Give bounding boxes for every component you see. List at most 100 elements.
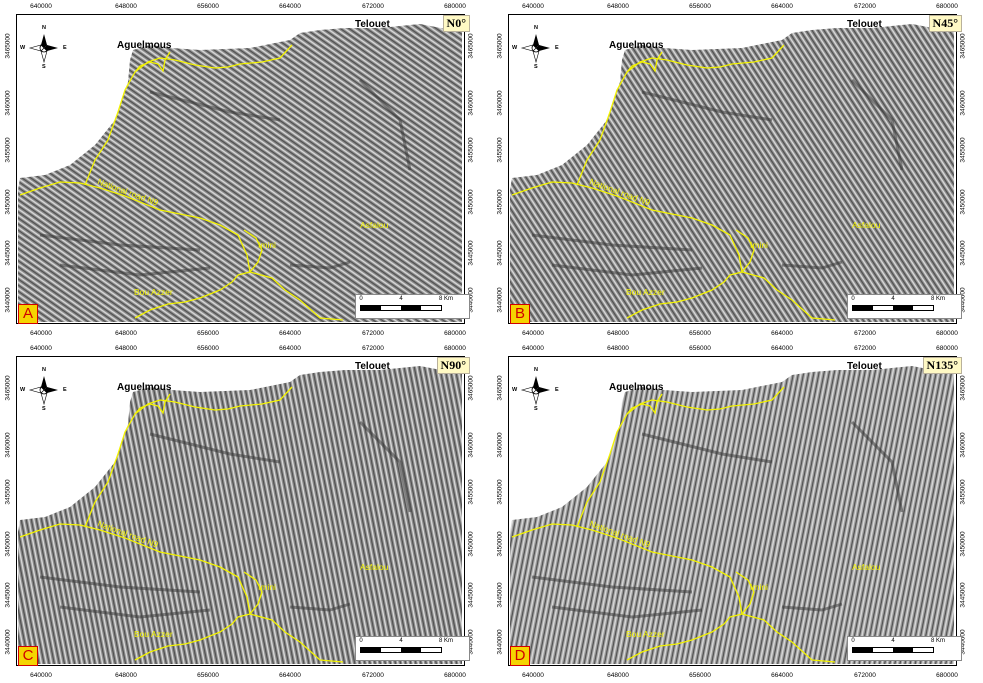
road-line [735, 571, 755, 615]
place-label-center-town: Imini [258, 582, 276, 592]
ridge-line [850, 78, 904, 171]
y-tick-label: 3460000 [4, 432, 12, 458]
illumination-angle-label: N90° [436, 357, 470, 374]
road-line [511, 181, 836, 321]
y-tick-label: 3450000 [4, 531, 12, 557]
x-tick-label: 672000 [854, 672, 876, 679]
road-line [626, 393, 663, 415]
scale-tick-label: 8 Km [438, 638, 454, 644]
panel-c: 640000 640000 648000 648000 656000 656000 6640… [0, 342, 491, 683]
ridge-line [781, 260, 843, 270]
road-line [243, 571, 263, 615]
y-tick-label: 3440000 [496, 629, 504, 655]
scale-tick-label: 4 [891, 638, 895, 644]
road-line [626, 271, 743, 319]
relief-map [16, 356, 465, 666]
relief-map [508, 356, 957, 666]
scale-bar-graphic [852, 305, 934, 311]
x-tick-label: 672000 [362, 3, 384, 10]
y-tick-label: 3460000 [959, 90, 967, 116]
y-tick-label: 3440000 [496, 287, 504, 313]
place-label-east-area: Asfalou [852, 220, 881, 230]
y-tick-label: 3455000 [496, 137, 504, 163]
relief-surface [18, 24, 462, 322]
x-tick-label: 656000 [197, 345, 219, 352]
scale-bar: 0 4 8 Km [355, 294, 470, 319]
y-tick-label: 3450000 [496, 531, 504, 557]
scale-tick-label: 8 Km [438, 296, 454, 302]
x-tick-label: 648000 [607, 345, 629, 352]
x-tick-label: 664000 [279, 672, 301, 679]
ridge-line [551, 263, 703, 277]
x-tick-label: 648000 [607, 3, 629, 10]
x-tick-label: 648000 [607, 330, 629, 337]
y-tick-label: 3445000 [467, 582, 475, 608]
compass-w-label: W [20, 387, 26, 393]
x-tick-label: 640000 [30, 672, 52, 679]
x-tick-label: 672000 [362, 345, 384, 352]
y-tick-label: 3445000 [496, 240, 504, 266]
x-tick-label: 680000 [936, 3, 958, 10]
y-tick-label: 3460000 [467, 432, 475, 458]
compass-e-label: E [63, 45, 67, 51]
y-tick-label: 3450000 [959, 189, 967, 215]
x-tick-label: 672000 [854, 3, 876, 10]
scale-tick-label: 8 Km [930, 638, 946, 644]
x-tick-label: 648000 [115, 330, 137, 337]
road-line [626, 51, 663, 73]
panel-b: 640000 640000 648000 648000 656000 656000 6640… [492, 0, 983, 341]
y-tick-label: 3460000 [959, 432, 967, 458]
ridge-line [358, 420, 412, 513]
compass-rose-icon: N S W E [20, 25, 67, 70]
road-line [651, 44, 785, 69]
y-tick-label: 3465000 [496, 375, 504, 401]
x-tick-label: 680000 [936, 330, 958, 337]
x-tick-label: 672000 [854, 345, 876, 352]
compass-e-label: E [555, 387, 559, 393]
compass-s-label: S [42, 64, 46, 70]
place-label-center-town: Imini [750, 240, 768, 250]
y-tick-label: 3455000 [467, 479, 475, 505]
x-tick-label: 680000 [444, 3, 466, 10]
x-tick-label: 664000 [279, 345, 301, 352]
x-tick-label: 656000 [689, 3, 711, 10]
y-tick-label: 3450000 [496, 189, 504, 215]
compass-w-label: W [512, 387, 518, 393]
road-line [159, 44, 293, 69]
compass-n-label: N [534, 367, 538, 373]
x-tick-label: 640000 [522, 345, 544, 352]
compass-w-label: W [20, 45, 26, 51]
panel-a: 640000 640000 648000 648000 656000 656000 6640… [0, 0, 491, 341]
y-tick-label: 3465000 [467, 33, 475, 59]
y-tick-label: 3445000 [467, 240, 475, 266]
illumination-angle-label: N45° [928, 15, 962, 32]
compass-n-label: N [534, 25, 538, 31]
scale-bar-graphic [360, 305, 442, 311]
x-tick-label: 640000 [522, 672, 544, 679]
scale-tick-label: 0 [851, 638, 855, 644]
y-tick-label: 3465000 [4, 33, 12, 59]
ridge-line [551, 605, 703, 619]
compass-rose-icon: N S W E [512, 25, 559, 70]
compass-w-label: W [512, 45, 518, 51]
scale-tick-label: 0 [359, 296, 363, 302]
ridge-line [289, 260, 351, 270]
place-label-south-area: Bou Azzer [134, 287, 173, 297]
x-tick-label: 656000 [197, 3, 219, 10]
x-tick-label: 648000 [115, 345, 137, 352]
scale-tick-label: 4 [891, 296, 895, 302]
x-tick-label: 672000 [362, 330, 384, 337]
ridge-line [149, 90, 281, 122]
relief-surface [510, 24, 954, 322]
compass-s-label: S [42, 406, 46, 412]
y-tick-label: 3455000 [959, 137, 967, 163]
y-tick-label: 3445000 [959, 240, 967, 266]
y-tick-label: 3460000 [4, 90, 12, 116]
y-tick-label: 3450000 [4, 189, 12, 215]
road-line [243, 229, 263, 273]
x-tick-label: 680000 [444, 672, 466, 679]
place-label-north-town: Aguelmous [117, 382, 172, 393]
y-tick-label: 3460000 [496, 432, 504, 458]
panel-d: 640000 640000 648000 648000 656000 656000 6640… [492, 342, 983, 683]
scale-tick-label: 4 [399, 638, 403, 644]
